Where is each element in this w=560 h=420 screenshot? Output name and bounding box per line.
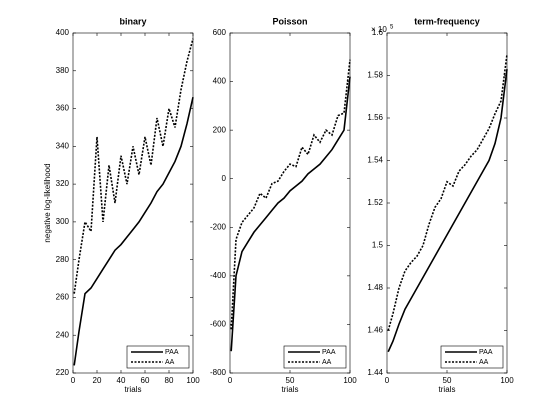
chart-title: Poisson [272, 16, 307, 26]
x-tick-label: 100 [500, 376, 514, 385]
legend-label: AA [322, 359, 332, 366]
y-tick-label: -600 [210, 320, 227, 329]
x-tick-label: 0 [71, 376, 76, 385]
x-tick-label: 0 [385, 376, 390, 385]
x-axis-label: trials [125, 385, 142, 394]
y-tick-label: 0 [222, 174, 227, 183]
axes-box [229, 32, 351, 374]
legend-label: AA [479, 359, 489, 366]
y-tick-label: 400 [213, 77, 227, 86]
data-line [230, 59, 351, 330]
y-multiplier: × 10 [371, 25, 387, 34]
x-tick-label: 60 [141, 376, 150, 385]
y-tick-label: -400 [210, 271, 227, 280]
data-line [230, 76, 351, 352]
y-tick-label: 1.52 [367, 198, 383, 207]
legend-box [283, 345, 347, 369]
y-tick-label: 280 [56, 255, 70, 264]
x-axis-label: trials [439, 385, 456, 394]
y-tick-label: 320 [56, 179, 70, 188]
y-tick-label: 300 [56, 217, 70, 226]
x-tick-label: 100 [343, 376, 357, 385]
x-tick-label: 20 [93, 376, 102, 385]
legend-label: PAA [165, 349, 179, 356]
axes-box [72, 32, 194, 374]
x-tick-label: 40 [117, 376, 126, 385]
y-tick-label: 600 [213, 28, 227, 37]
legend-label: AA [165, 359, 175, 366]
y-tick-label: 400 [56, 28, 70, 37]
y-tick-label: -800 [210, 368, 227, 377]
y-tick-label: 1.6 [372, 28, 384, 37]
data-line [387, 54, 508, 331]
y-tick-label: -200 [210, 222, 227, 231]
data-line [387, 69, 508, 353]
x-tick-label: 0 [228, 376, 233, 385]
y-tick-label: 1.58 [367, 71, 383, 80]
chart-title: binary [119, 16, 146, 26]
x-tick-label: 80 [165, 376, 174, 385]
y-tick-label: 240 [56, 330, 70, 339]
legend-box [126, 345, 190, 369]
y-tick-label: 200 [213, 125, 227, 134]
y-tick-label: 1.54 [367, 156, 383, 165]
x-tick-label: 50 [443, 376, 452, 385]
legend-label: PAA [479, 349, 493, 356]
legend-label: PAA [322, 349, 336, 356]
legend-box [440, 345, 504, 369]
x-tick-label: 50 [286, 376, 295, 385]
y-tick-label: 360 [56, 104, 70, 113]
data-line [73, 97, 194, 366]
y-tick-label: 1.5 [372, 241, 384, 250]
y-tick-label: 260 [56, 293, 70, 302]
y-tick-label: 340 [56, 141, 70, 150]
data-line [73, 38, 194, 294]
y-tick-label: 220 [56, 368, 70, 377]
y-tick-label: 1.48 [367, 283, 383, 292]
y-axis-label: negative log-likelihood [43, 163, 52, 242]
y-tick-label: 1.56 [367, 113, 383, 122]
y-exponent: 5 [390, 25, 394, 31]
x-axis-label: trials [282, 385, 299, 394]
y-tick-label: 1.44 [367, 368, 383, 377]
chart-title: term-frequency [414, 16, 480, 26]
axes-box [386, 32, 508, 374]
y-tick-label: 380 [56, 66, 70, 75]
y-tick-label: 1.46 [367, 326, 383, 335]
x-tick-label: 100 [186, 376, 200, 385]
